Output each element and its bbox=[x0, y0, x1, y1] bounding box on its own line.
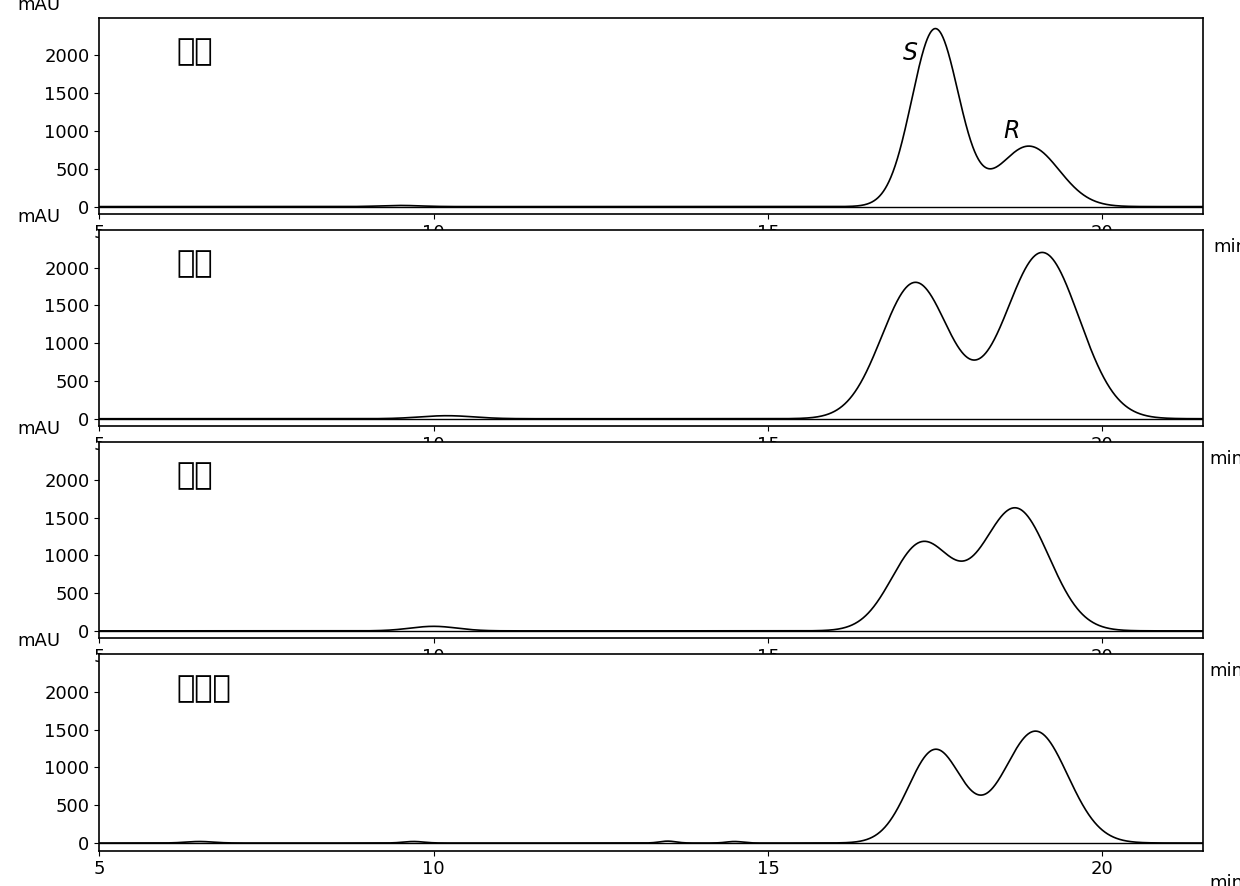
Text: 异丙醇: 异丙醇 bbox=[176, 673, 231, 703]
X-axis label: min*: min* bbox=[1209, 874, 1240, 886]
Y-axis label: mAU: mAU bbox=[17, 0, 60, 14]
Text: $\mathit{R}$: $\mathit{R}$ bbox=[1003, 119, 1019, 144]
X-axis label: min*: min* bbox=[1209, 450, 1240, 468]
Text: 乙醇: 乙醇 bbox=[176, 37, 213, 66]
Y-axis label: mAU: mAU bbox=[17, 633, 60, 650]
Text: 乙腓: 乙腓 bbox=[176, 462, 213, 491]
X-axis label: min: min bbox=[1214, 237, 1240, 256]
Y-axis label: mAU: mAU bbox=[17, 208, 60, 226]
X-axis label: min*: min* bbox=[1209, 662, 1240, 680]
Text: 甲醇: 甲醇 bbox=[176, 250, 213, 278]
Y-axis label: mAU: mAU bbox=[17, 420, 60, 438]
Text: $\mathit{S}$: $\mathit{S}$ bbox=[903, 41, 919, 65]
